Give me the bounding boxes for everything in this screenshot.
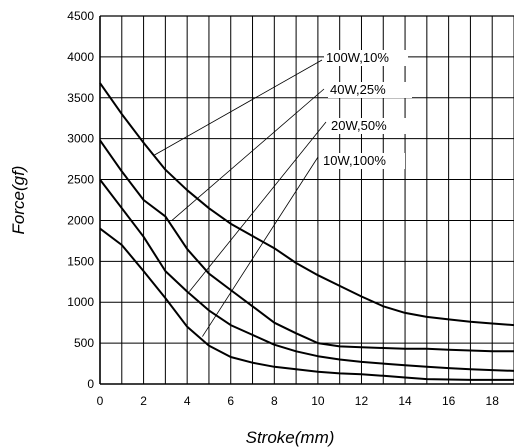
series-group [99,82,514,381]
y-tick-label: 4000 [67,50,94,64]
y-axis-title: Force(gf) [9,166,28,235]
x-tick-label: 12 [355,394,369,408]
annotation-leader-line [202,156,319,337]
annotation-label: 40W,25% [330,82,386,97]
x-tick-label: 18 [486,394,500,408]
annotation-label: 10W,100% [323,153,386,168]
x-tick-label: 10 [311,394,325,408]
series-line [99,82,514,327]
annotation-label-bg [329,118,413,134]
annotation-label-bg [324,50,408,66]
annotation-label: 20W,50% [331,118,387,133]
series-line [99,178,514,372]
y-tick-label: 0 [87,377,94,391]
annotation-label-bg [321,153,405,169]
x-tick-label: 16 [442,394,456,408]
annotation-leader-line [189,121,327,292]
y-tick-label: 3000 [67,132,94,146]
annotation-label: 100W,10% [326,50,389,65]
x-tick-label: 0 [97,394,104,408]
y-tick-label: 2500 [67,173,94,187]
y-tick-label: 1500 [67,254,94,268]
grid [99,15,514,385]
x-tick-label: 8 [271,394,278,408]
annotations: 100W,10% 40W,25% 20W,50% 10W,100% [154,50,413,337]
x-tick-label: 14 [398,394,412,408]
tick-labels: 0 2 4 6 8 10 12 14 16 18 0 500 1000 1500 2000 2500 3000 3… [67,9,499,408]
series-line [99,139,514,353]
y-tick-label: 3500 [67,91,94,105]
y-tick-label: 500 [74,336,94,350]
x-axis-title: Stroke(mm) [246,428,335,447]
y-tick-label: 2000 [67,213,94,227]
x-tick-label: 2 [140,394,147,408]
x-tick-label: 4 [184,394,191,408]
annotation-leader-line [171,88,325,221]
annotation-label-bg [328,82,412,98]
y-tick-label: 4500 [67,9,94,23]
x-tick-label: 6 [227,394,234,408]
y-tick-label: 1000 [67,295,94,309]
plot-frame [99,15,514,385]
series-line [99,227,514,381]
annotation-leader-line [154,59,323,156]
